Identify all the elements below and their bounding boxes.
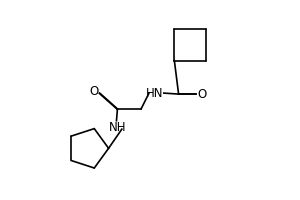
Text: O: O xyxy=(197,88,206,101)
Text: NH: NH xyxy=(109,121,126,134)
Text: HN: HN xyxy=(146,87,164,100)
Text: O: O xyxy=(90,85,99,98)
